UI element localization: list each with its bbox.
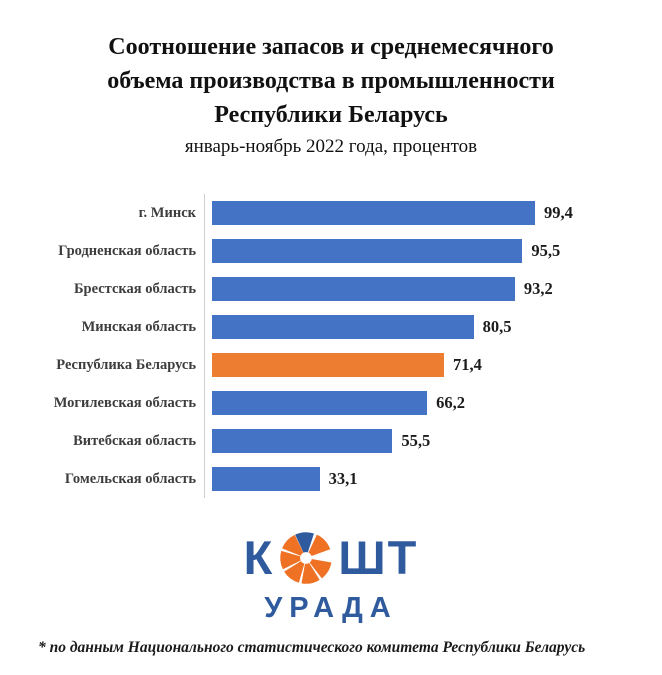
- chart-title-line-2: объема производства в промышленности: [107, 68, 555, 94]
- bar-track: 95,5: [204, 232, 662, 270]
- logo-text-after: ШТ: [338, 531, 419, 584]
- bar-chart: г. Минск 99,4 Гродненская область 95,5 Брест…: [0, 194, 662, 498]
- bar: [212, 315, 474, 339]
- bar-track: 55,5: [204, 422, 662, 460]
- bar: [212, 353, 445, 377]
- pie-coin-icon: [280, 532, 332, 584]
- bar-row: г. Минск 99,4: [20, 194, 662, 232]
- category-label: Брестская область: [73, 280, 196, 297]
- bar-value-label: 93,2: [523, 279, 553, 298]
- bar-value-label: 66,2: [436, 393, 466, 412]
- category-label: г. Минск: [138, 204, 196, 221]
- bar-track: 33,1: [204, 460, 662, 498]
- bar-row: Витебская область 55,5: [20, 422, 662, 460]
- chart-title-line-1: Соотношение запасов и среднемесячного: [108, 34, 554, 60]
- logo-wordmark: К ШТ: [0, 530, 662, 586]
- kosht-urada-logo: К ШТ УРАДА: [0, 530, 662, 625]
- bar: [212, 277, 515, 301]
- bar: [212, 429, 393, 453]
- category-label: Минская область: [81, 318, 196, 335]
- bar: [212, 467, 320, 491]
- bar-track: 71,4: [204, 346, 662, 384]
- category-label: Гомельская область: [64, 470, 196, 487]
- bar-row: Гродненская область 95,5: [20, 232, 662, 270]
- category-label: Республика Беларусь: [56, 356, 196, 373]
- bar-value-label: 95,5: [531, 241, 561, 260]
- bar-track: 99,4: [204, 194, 662, 232]
- bar-track: 66,2: [204, 384, 662, 422]
- source-footnote: * по данным Национального статистическог…: [38, 639, 586, 656]
- bar-row: Могилевская область 66,2: [20, 384, 662, 422]
- bar-row: Брестская область 93,2: [20, 270, 662, 308]
- bar-track: 80,5: [204, 308, 662, 346]
- bar-track: 93,2: [204, 270, 662, 308]
- bar-value-label: 55,5: [401, 431, 431, 450]
- logo-text-before: К: [243, 531, 275, 584]
- chart-subtitle: январь-ноябрь 2022 года, процентов: [184, 136, 478, 157]
- bar: [212, 201, 536, 225]
- bar-value-label: 99,4: [544, 203, 573, 222]
- bar-value-label: 71,4: [453, 355, 482, 374]
- bar-value-label: 33,1: [328, 469, 358, 488]
- logo-subtext: УРАДА: [264, 592, 398, 624]
- bar-row: Республика Беларусь 71,4: [20, 346, 662, 384]
- bar: [212, 239, 523, 263]
- bar-row: Минская область 80,5: [20, 308, 662, 346]
- bar: [212, 391, 428, 415]
- title-block: Соотношение запасов и среднемесячного об…: [0, 0, 662, 160]
- bar-row: Гомельская область 33,1: [20, 460, 662, 498]
- category-label: Витебская область: [73, 432, 196, 449]
- category-label: Могилевская область: [53, 394, 196, 411]
- bar-value-label: 80,5: [482, 317, 512, 336]
- category-label: Гродненская область: [58, 242, 196, 259]
- chart-title-line-3: Республики Беларусь: [214, 102, 448, 128]
